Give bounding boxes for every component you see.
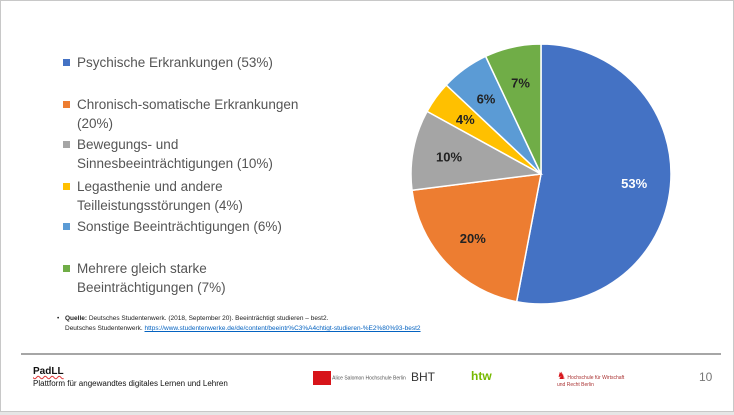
- legend-label: Mehrere gleich starke Beeinträchtigungen …: [77, 261, 226, 295]
- legend-label: Chronisch-somatische Erkrankungen (20%): [77, 97, 299, 131]
- footer-divider: [21, 353, 721, 355]
- legend-swatch: [63, 183, 70, 190]
- legend-swatch: [63, 265, 70, 272]
- legend-item: Legasthenie und andere Teilleistungsstöru…: [63, 177, 243, 215]
- legend-label: Legasthenie und andere Teilleistungsstöru…: [77, 179, 243, 213]
- ash-logo: Alice Salomon Hochschule Berlin: [313, 371, 406, 385]
- pie-data-label: 20%: [460, 231, 486, 246]
- legend-item: Bewegungs- und Sinnesbeeinträchtigungen (…: [63, 135, 273, 173]
- legend-item: Mehrere gleich starke Beeinträchtigungen …: [63, 259, 226, 297]
- pie-slice: [484, 43, 542, 175]
- source-citation: • Quelle: Deutsches Studentenwerk. (2018…: [57, 314, 421, 334]
- legend-label: Sonstige Beeinträchtigungen (6%): [77, 219, 282, 234]
- legend-label: Bewegungs- und Sinnesbeeinträchtigungen (…: [77, 137, 273, 171]
- pie-slice: [411, 173, 542, 303]
- brand-name: PadLL: [33, 366, 64, 377]
- source-label: Quelle:: [65, 315, 88, 322]
- bullet: •: [57, 315, 60, 322]
- legend-swatch: [63, 141, 70, 148]
- source-line2: Deutsches Studentenwerk.: [65, 325, 145, 332]
- hwr-logo: ♞ Hochschule für Wirtschaft und Recht Be…: [557, 371, 625, 388]
- page-number: 10: [699, 370, 713, 384]
- pie-data-label: 7%: [511, 76, 530, 91]
- legend-swatch: [63, 223, 70, 230]
- legend-swatch: [63, 59, 70, 66]
- bht-logo: BHT: [411, 370, 435, 384]
- pie-slice: [515, 43, 672, 305]
- legend-item: Sonstige Beeinträchtigungen (6%): [63, 217, 282, 236]
- legend-item: Psychische Erkrankungen (53%): [63, 53, 273, 72]
- legend-swatch: [63, 101, 70, 108]
- source-link[interactable]: https://www.studentenwerke.de/de/content…: [144, 325, 421, 332]
- source-line1: Deutsches Studentenwerk. (2018, Septembe…: [87, 315, 329, 322]
- pie-slice: [410, 110, 544, 192]
- pie-data-label: 4%: [456, 112, 475, 127]
- htw-logo: htw: [471, 369, 492, 383]
- legend-label: Psychische Erkrankungen (53%): [77, 55, 273, 70]
- brand-tagline: Plattform für angewandtes digitales Lern…: [33, 379, 228, 388]
- pie-data-label: 53%: [621, 176, 647, 191]
- pie-data-label: 6%: [477, 91, 496, 106]
- legend-item: Chronisch-somatische Erkrankungen (20%): [63, 95, 298, 133]
- pie-data-label: 10%: [436, 149, 462, 164]
